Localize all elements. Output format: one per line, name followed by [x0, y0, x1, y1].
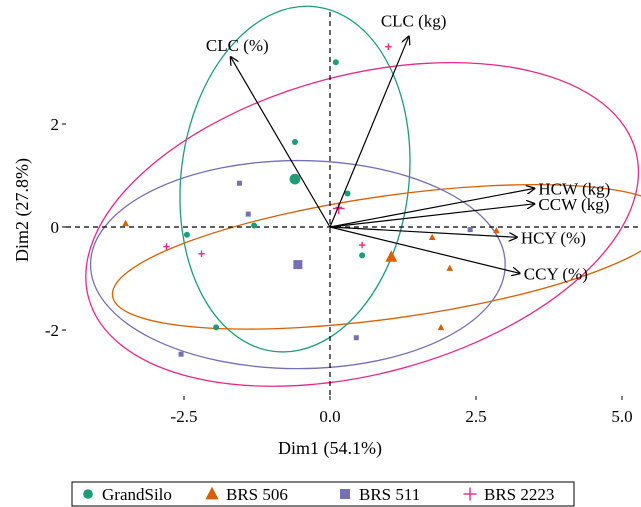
legend-label-grandsilo: GrandSilo: [102, 485, 172, 504]
point-brs-2223-4: [163, 243, 170, 250]
point-brs-506-5: [437, 323, 445, 331]
reference-lines: [66, 12, 641, 396]
legend-marker-grandsilo: [83, 489, 93, 499]
x-tick-label: 2.5: [465, 407, 486, 426]
ellipse-brs-2223: [85, 61, 640, 387]
centroid-brs-511: [293, 260, 303, 270]
point-brs-511-3: [467, 227, 473, 233]
y-tick-label: 0: [51, 218, 60, 237]
point-brs-511-1: [236, 180, 242, 186]
label-hcy: HCY (%): [521, 228, 586, 247]
centroid-grandsilo: [289, 173, 301, 185]
variable-arrows: CLC (%) CLC (kg) HCW (kg)CCW (kg) HCY (%) CC…: [206, 11, 610, 283]
legend-label-brs-506: BRS 506: [226, 485, 288, 504]
legend-marker-brs-2223: [463, 487, 477, 501]
label-clc: CLC (%): [206, 36, 269, 55]
point-grandsilo-1: [332, 59, 339, 66]
arrow-hcw-kg: [329, 188, 534, 228]
x-tick-label: 5.0: [611, 407, 632, 426]
point-brs-2223-5: [198, 250, 205, 258]
arrow-ccw-kg: [329, 204, 534, 228]
point-brs-511-2: [245, 211, 251, 217]
point-brs-506-1: [122, 219, 129, 227]
arrow-clc-kg: [329, 36, 409, 228]
label-ccy: CCY (%): [524, 264, 588, 283]
x-tick-label: -2.5: [171, 407, 198, 426]
point-grandsilo-3: [344, 190, 351, 197]
arrow-hcy: [329, 226, 517, 237]
x-axis-label: Dim1 (54.1%): [278, 438, 382, 459]
point-brs-506-3: [493, 227, 500, 234]
arrow-ccy: [329, 226, 520, 273]
point-grandsilo-4: [251, 222, 258, 229]
point-brs-2223-3: [358, 241, 366, 249]
legend-label-brs-2223: BRS 2223: [484, 485, 554, 504]
ellipse-brs-506: [111, 183, 641, 330]
point-grandsilo-5: [183, 231, 190, 238]
legend-label-brs-511: BRS 511: [359, 485, 420, 504]
point-grandsilo-2: [291, 139, 298, 146]
data-points: [122, 43, 500, 357]
legend-marker-brs-511: [340, 489, 350, 499]
y-tick-label: -2: [45, 321, 59, 340]
point-grandsilo-6: [359, 252, 366, 259]
point-grandsilo-7: [213, 324, 220, 331]
ellipse-brs-511: [89, 159, 506, 370]
label-hcw-kg: HCW (kg): [538, 179, 610, 198]
point-brs-506-2: [428, 233, 436, 240]
legend: GrandSilo BRS 506 BRS 511 BRS 2223: [71, 481, 575, 507]
point-brs-511-5: [178, 351, 184, 357]
point-brs-511-4: [353, 335, 359, 341]
confidence-ellipses: [85, 5, 641, 387]
label-clc-kg: CLC (kg): [381, 11, 447, 30]
label-ccw-kg: CCW (kg): [538, 195, 609, 214]
y-tick-label: 2: [51, 115, 60, 134]
point-brs-506-4: [446, 264, 454, 271]
point-brs-2223-1: [385, 43, 392, 50]
legend-box: [71, 481, 575, 507]
arrow-clc: [231, 57, 331, 228]
y-axis-label: Dim2 (27.8%): [12, 158, 33, 262]
axes: Dim1 (54.1%) Dim2 (27.8%) -2.5 0.0 2.5 5.0 -…: [12, 115, 633, 459]
centroid-brs-506: [385, 250, 398, 262]
x-tick-label: 0.0: [319, 407, 340, 426]
legend-marker-brs-506: [205, 486, 219, 500]
